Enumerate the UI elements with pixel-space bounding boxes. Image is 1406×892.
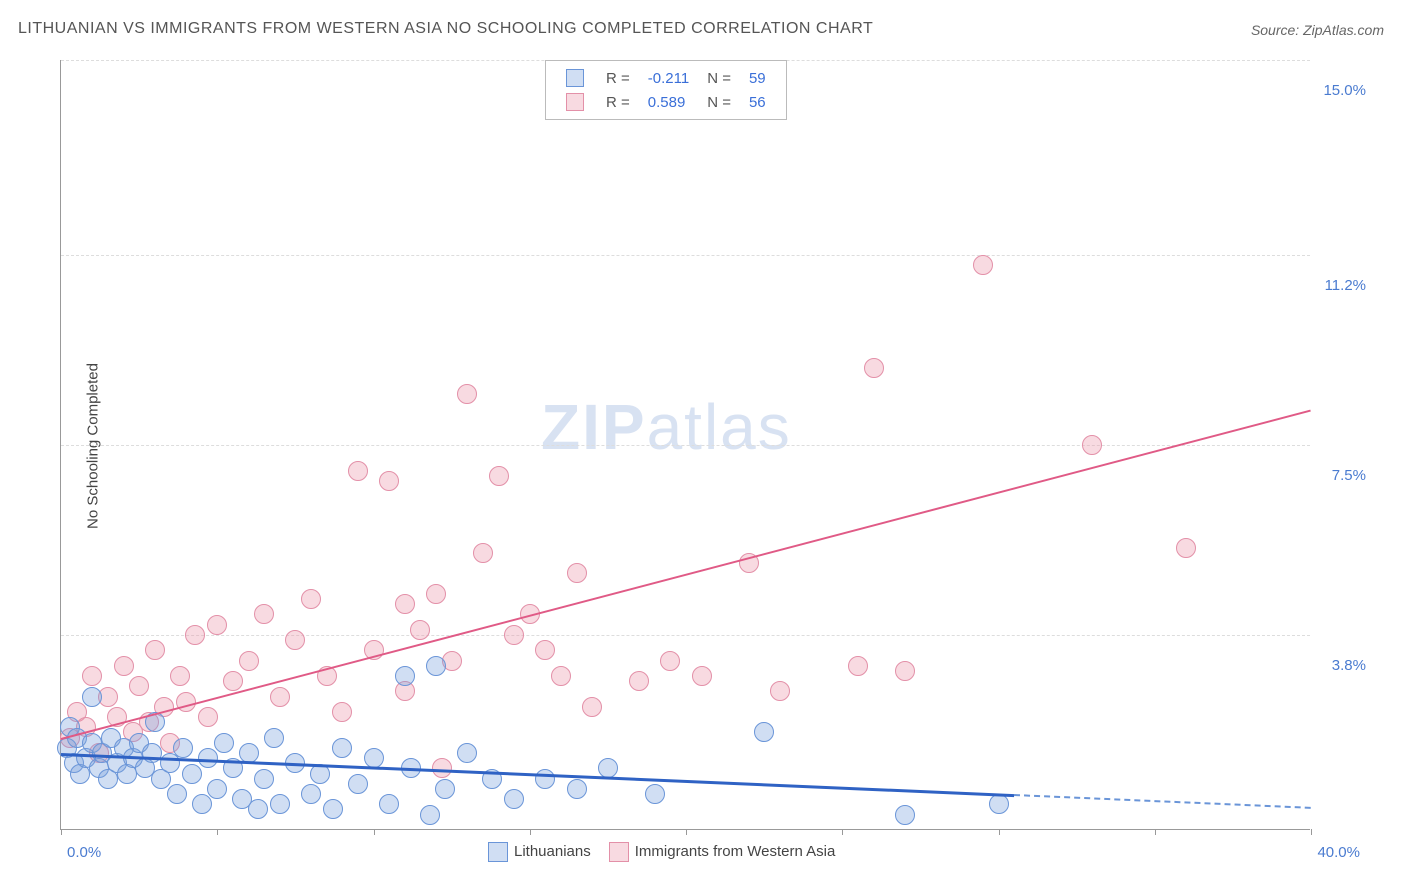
legend-swatch (488, 842, 508, 862)
point-western-asia (535, 640, 555, 660)
point-western-asia (473, 543, 493, 563)
y-tick-label: 11.2% (1325, 277, 1366, 294)
point-western-asia (395, 594, 415, 614)
point-lithuanian (426, 656, 446, 676)
point-western-asia (185, 625, 205, 645)
gridline (61, 635, 1310, 636)
x-tick (61, 829, 62, 835)
point-western-asia (1176, 538, 1196, 558)
point-lithuanian (395, 666, 415, 686)
point-western-asia (332, 702, 352, 722)
point-western-asia (207, 615, 227, 635)
point-western-asia (770, 681, 790, 701)
point-western-asia (504, 625, 524, 645)
point-western-asia (629, 671, 649, 691)
point-lithuanian (301, 784, 321, 804)
correlation-legend: R =-0.211N =59R =0.589N =56 (545, 60, 787, 120)
point-lithuanian (332, 738, 352, 758)
point-lithuanian (895, 805, 915, 825)
point-lithuanian (567, 779, 587, 799)
point-western-asia (457, 384, 477, 404)
point-lithuanian (535, 769, 555, 789)
point-lithuanian (207, 779, 227, 799)
legend-label: Lithuanians (514, 843, 591, 860)
point-western-asia (198, 707, 218, 727)
x-tick (217, 829, 218, 835)
point-lithuanian (348, 774, 368, 794)
x-tick (842, 829, 843, 835)
point-lithuanian (457, 743, 477, 763)
plot-area: ZIPatlas 3.8%7.5%11.2%15.0%0.0%40.0% (60, 60, 1310, 830)
x-tick (1155, 829, 1156, 835)
point-western-asia (239, 651, 259, 671)
y-tick-label: 3.8% (1332, 657, 1366, 674)
point-western-asia (301, 589, 321, 609)
point-western-asia (129, 676, 149, 696)
trend-line (61, 409, 1311, 739)
x-tick (374, 829, 375, 835)
y-tick-label: 7.5% (1332, 467, 1366, 484)
legend-swatch (609, 842, 629, 862)
point-western-asia (348, 461, 368, 481)
point-lithuanian (364, 748, 384, 768)
x-tick-label-min: 0.0% (67, 844, 101, 861)
gridline (61, 445, 1310, 446)
x-tick (530, 829, 531, 835)
point-lithuanian (754, 722, 774, 742)
point-western-asia (170, 666, 190, 686)
point-lithuanian (323, 799, 343, 819)
point-lithuanian (989, 794, 1009, 814)
trend-line (1014, 794, 1311, 809)
point-western-asia (1082, 435, 1102, 455)
point-western-asia (692, 666, 712, 686)
point-lithuanian (420, 805, 440, 825)
point-western-asia (270, 687, 290, 707)
series-legend: Lithuanians Immigrants from Western Asia (470, 842, 835, 862)
point-lithuanian (248, 799, 268, 819)
y-tick-label: 15.0% (1323, 82, 1366, 99)
point-lithuanian (264, 728, 284, 748)
point-lithuanian (214, 733, 234, 753)
point-lithuanian (379, 794, 399, 814)
x-tick (1311, 829, 1312, 835)
x-tick (686, 829, 687, 835)
point-western-asia (223, 671, 243, 691)
point-western-asia (567, 563, 587, 583)
point-lithuanian (173, 738, 193, 758)
point-western-asia (426, 584, 446, 604)
point-western-asia (285, 630, 305, 650)
point-western-asia (114, 656, 134, 676)
point-western-asia (895, 661, 915, 681)
x-tick (999, 829, 1000, 835)
point-western-asia (660, 651, 680, 671)
chart-title: LITHUANIAN VS IMMIGRANTS FROM WESTERN AS… (18, 20, 873, 38)
point-lithuanian (82, 687, 102, 707)
point-western-asia (551, 666, 571, 686)
point-lithuanian (435, 779, 455, 799)
gridline (61, 255, 1310, 256)
point-western-asia (145, 640, 165, 660)
x-tick-label-max: 40.0% (1317, 844, 1360, 861)
point-lithuanian (504, 789, 524, 809)
point-western-asia (489, 466, 509, 486)
point-lithuanian (192, 794, 212, 814)
point-lithuanian (167, 784, 187, 804)
chart-container: LITHUANIAN VS IMMIGRANTS FROM WESTERN AS… (0, 0, 1406, 892)
point-western-asia (973, 255, 993, 275)
trend-line (61, 753, 1014, 797)
point-lithuanian (254, 769, 274, 789)
point-western-asia (82, 666, 102, 686)
legend-label: Immigrants from Western Asia (635, 843, 836, 860)
point-western-asia (254, 604, 274, 624)
point-western-asia (379, 471, 399, 491)
point-western-asia (848, 656, 868, 676)
point-western-asia (582, 697, 602, 717)
point-western-asia (410, 620, 430, 640)
point-lithuanian (270, 794, 290, 814)
source-attribution: Source: ZipAtlas.com (1251, 22, 1384, 38)
point-lithuanian (182, 764, 202, 784)
point-western-asia (864, 358, 884, 378)
point-lithuanian (645, 784, 665, 804)
watermark: ZIPatlas (541, 390, 792, 464)
